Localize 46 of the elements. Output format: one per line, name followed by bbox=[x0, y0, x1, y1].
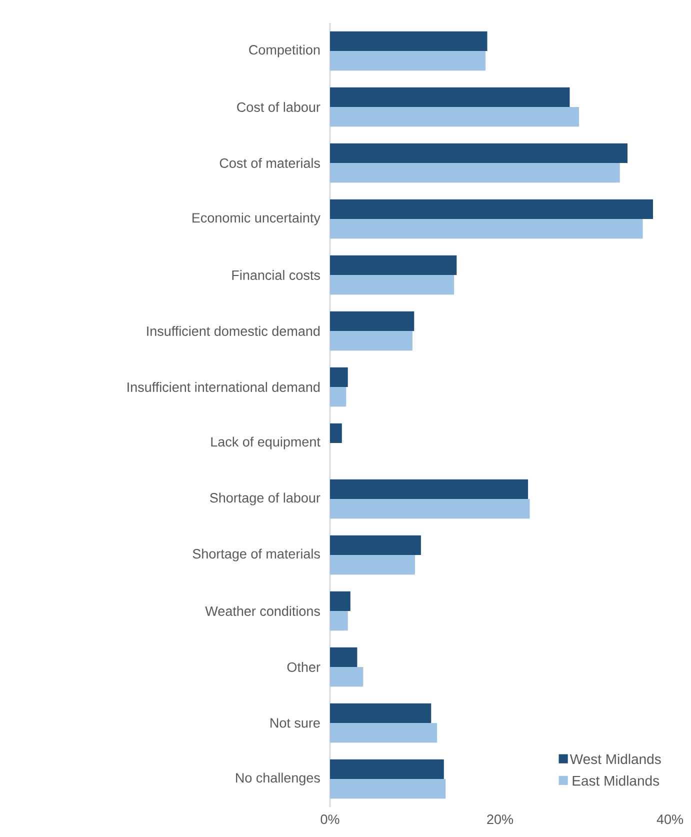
bar bbox=[330, 386, 346, 407]
bar bbox=[330, 554, 416, 575]
y-tick-label: Insufficient domestic demand bbox=[147, 326, 320, 336]
legend-label: West Midlands bbox=[570, 754, 661, 764]
bar bbox=[330, 199, 653, 219]
y-tick-label: Cost of materials bbox=[220, 158, 320, 168]
bar bbox=[330, 647, 358, 667]
bar bbox=[330, 330, 412, 351]
bar bbox=[330, 162, 620, 183]
bar bbox=[330, 255, 457, 275]
bar bbox=[330, 367, 348, 387]
y-tick-label: Not sure bbox=[270, 718, 320, 728]
y-tick-label: Insufficient international demand bbox=[128, 382, 320, 392]
bar bbox=[330, 143, 628, 163]
y-tick-label: Shortage of labour bbox=[210, 492, 320, 506]
y-tick-label: No challenges bbox=[236, 772, 320, 786]
y-tick-label: Competition bbox=[249, 44, 320, 58]
x-tick-label: 0% bbox=[320, 814, 340, 824]
y-tick-label: Shortage of materials bbox=[192, 548, 320, 562]
bar bbox=[330, 591, 350, 611]
y-tick-label: Economic uncertainty bbox=[192, 212, 320, 226]
bar bbox=[330, 778, 446, 799]
bar bbox=[330, 311, 414, 331]
bar bbox=[330, 759, 444, 779]
bar bbox=[330, 423, 342, 443]
bar bbox=[330, 666, 364, 687]
y-tick-label: Cost of labour bbox=[237, 102, 320, 112]
y-tick-label: Financial costs bbox=[232, 270, 320, 280]
bar bbox=[330, 274, 454, 295]
y-tick-label: Lack of equipment bbox=[211, 436, 320, 450]
bar bbox=[330, 498, 530, 519]
y-tick-label: Weather conditions bbox=[205, 606, 320, 616]
bar bbox=[330, 535, 421, 555]
y-tick-label: Other bbox=[287, 662, 320, 672]
x-tick-label: 40% bbox=[656, 814, 684, 824]
legend-label: East Midlands bbox=[572, 775, 660, 786]
bar bbox=[330, 87, 570, 107]
bar bbox=[330, 50, 486, 71]
bar bbox=[330, 610, 348, 631]
bar bbox=[330, 31, 488, 51]
bar bbox=[330, 218, 643, 239]
bar bbox=[330, 722, 438, 743]
x-tick-label: 20% bbox=[487, 814, 514, 824]
bar bbox=[330, 703, 432, 723]
bar bbox=[330, 106, 580, 127]
bar bbox=[330, 479, 528, 499]
